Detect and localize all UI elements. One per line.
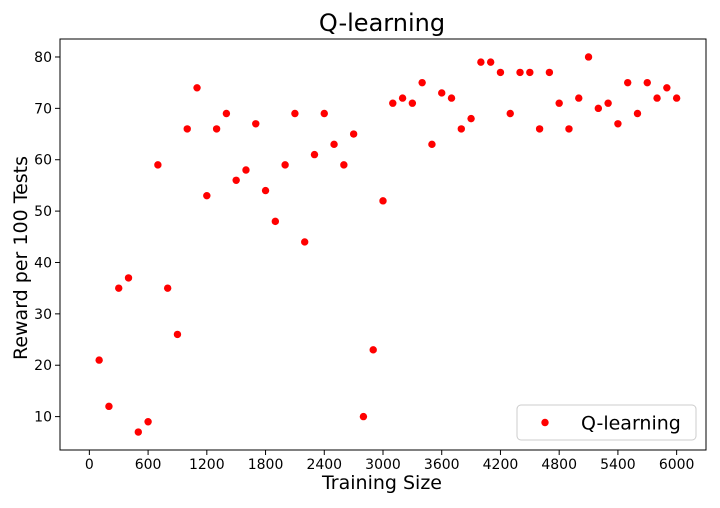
data-point <box>359 412 368 421</box>
data-point <box>447 94 456 102</box>
data-point <box>565 125 573 133</box>
data-point <box>575 94 583 102</box>
data-point <box>349 130 358 138</box>
data-point <box>134 428 142 436</box>
x-tick-label: 1800 <box>248 457 284 473</box>
data-point <box>389 99 397 107</box>
data-point <box>633 109 642 118</box>
legend-label: Q-learning <box>581 413 681 435</box>
chart-title: Q-learning <box>319 9 445 37</box>
data-point <box>506 109 514 118</box>
data-point <box>545 68 554 77</box>
data-point <box>584 53 593 61</box>
y-tick-label: 50 <box>34 204 52 220</box>
y-axis-label: Reward per 100 Tests <box>10 156 32 360</box>
data-point <box>379 197 387 205</box>
x-axis-label: Training Size <box>321 472 442 494</box>
y-tick-label: 70 <box>34 101 52 117</box>
legend: Q-learning <box>516 404 697 441</box>
data-point <box>203 191 211 200</box>
data-point <box>183 125 191 133</box>
data-point <box>408 99 417 107</box>
data-point <box>604 99 612 107</box>
data-point <box>242 166 250 174</box>
data-point <box>418 78 426 87</box>
data-point <box>291 109 299 118</box>
y-tick-label: 20 <box>34 358 52 374</box>
data-point <box>261 186 270 195</box>
y-tick-label: 40 <box>34 255 52 271</box>
legend-box <box>516 404 697 441</box>
axes: 0 600 1200 1800 2400 3000 3600 4200 4800 5400 6000… <box>34 38 707 473</box>
data-point <box>281 161 289 169</box>
data-point <box>154 161 162 169</box>
x-tick-label: 1200 <box>189 457 225 473</box>
x-tick-label: 3600 <box>424 457 460 473</box>
y-tick-label: 10 <box>34 410 52 426</box>
data-point <box>438 89 446 97</box>
data-point <box>222 109 231 118</box>
data-point <box>526 68 534 77</box>
data-point <box>516 68 524 77</box>
data-point <box>173 330 182 339</box>
x-tick-label: 2400 <box>306 457 342 473</box>
data-point <box>330 140 338 149</box>
data-point <box>115 284 123 292</box>
data-point <box>369 346 377 354</box>
x-tick-label: 4200 <box>483 457 519 473</box>
data-point <box>614 120 622 128</box>
x-tick-label: 3000 <box>365 457 401 473</box>
data-point <box>496 68 505 77</box>
data-point <box>535 125 544 133</box>
data-point <box>594 104 603 113</box>
data-point <box>477 58 485 66</box>
data-point <box>301 238 309 246</box>
y-tick-label: 30 <box>34 307 52 323</box>
legend-marker <box>541 418 549 427</box>
data-point <box>340 161 348 169</box>
data-point <box>212 125 221 133</box>
data-point <box>467 114 475 123</box>
data-point <box>193 84 201 92</box>
data-point <box>457 125 465 133</box>
data-point <box>105 402 113 411</box>
x-tick-label: 600 <box>135 457 162 473</box>
x-tick-label: 6000 <box>659 457 695 473</box>
data-point <box>653 94 661 102</box>
data-point <box>310 150 319 159</box>
data-point <box>163 284 172 292</box>
data-point <box>252 120 260 128</box>
data-point <box>428 140 436 149</box>
data-point <box>672 94 681 102</box>
data-point <box>643 78 651 87</box>
data-point <box>398 94 407 102</box>
x-tick-label: 5400 <box>600 457 636 473</box>
data-point <box>232 176 240 184</box>
data-point <box>555 99 563 107</box>
plot-area <box>95 53 681 436</box>
x-tick-label: 4800 <box>541 457 577 473</box>
y-tick-label: 60 <box>34 153 52 169</box>
data-point <box>124 274 133 282</box>
data-point <box>144 418 152 426</box>
data-point <box>486 58 495 66</box>
data-point <box>624 78 632 87</box>
data-point <box>271 217 280 226</box>
data-point <box>95 356 103 364</box>
y-tick-label: 80 <box>34 50 52 66</box>
x-tick-label: 0 <box>85 457 94 473</box>
data-point <box>663 84 671 92</box>
data-point <box>320 109 328 118</box>
